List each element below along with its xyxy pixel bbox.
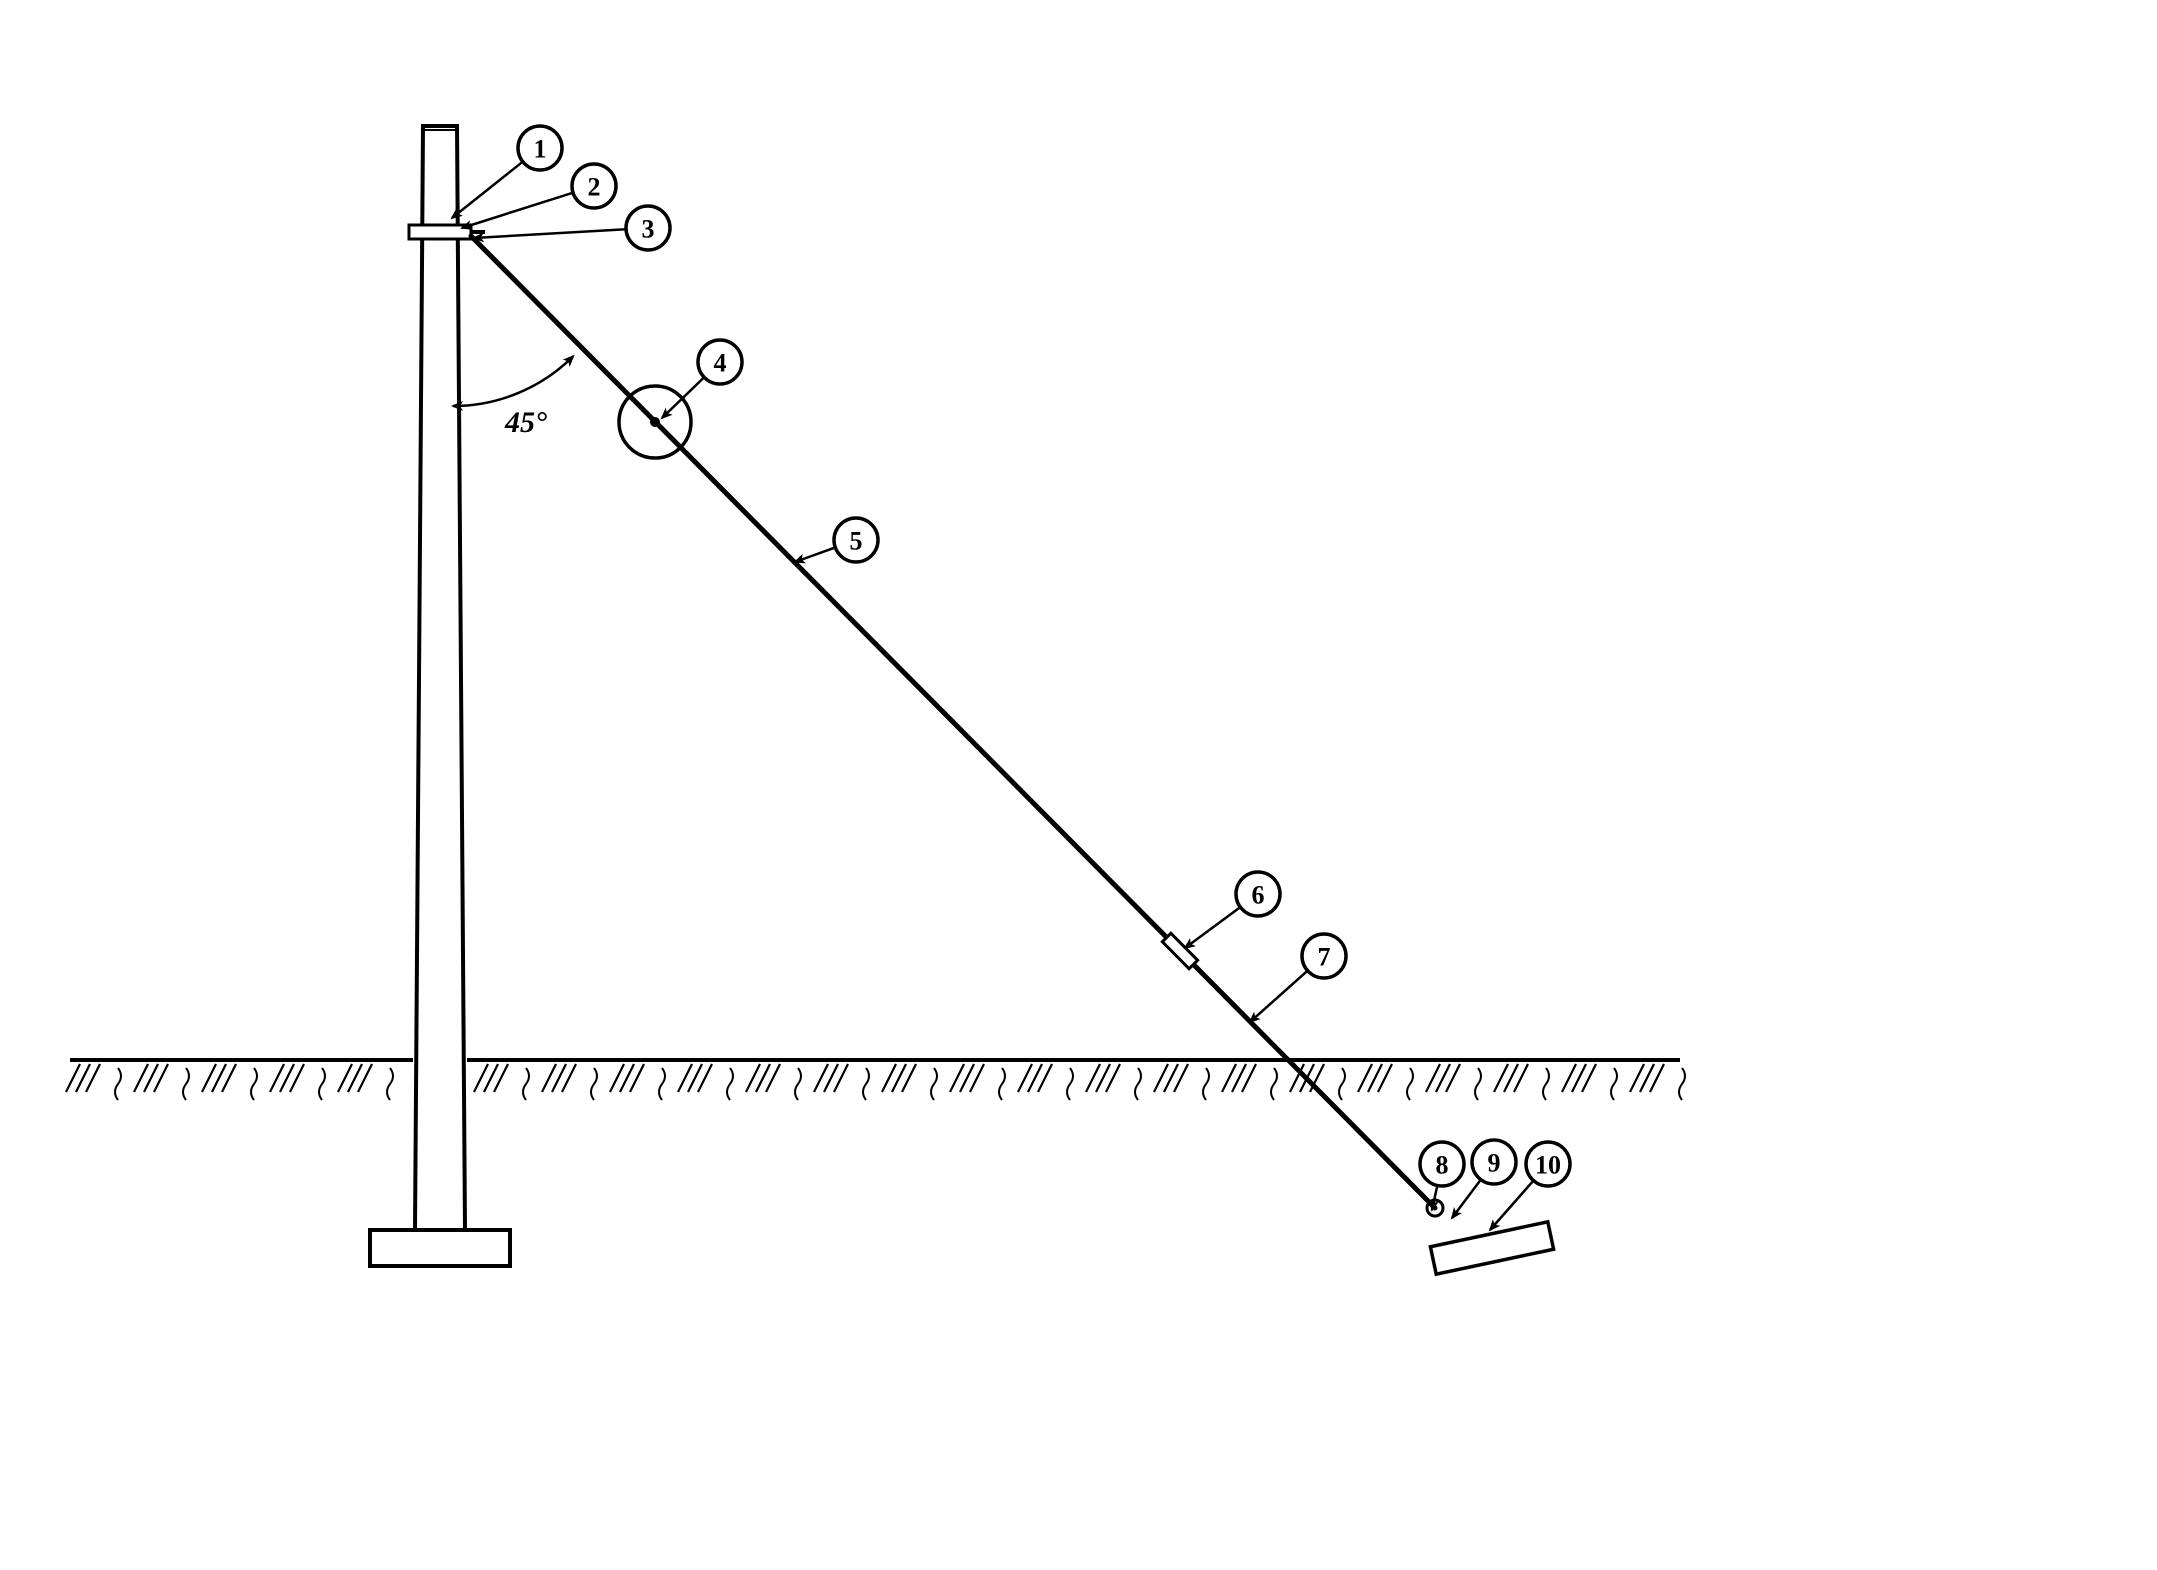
guy-wire bbox=[471, 236, 1435, 1208]
callout-7: 7 bbox=[1250, 934, 1346, 1022]
callout-4: 4 bbox=[662, 340, 742, 418]
angle-label: 45° bbox=[504, 406, 547, 439]
callout-6-number: 6 bbox=[1252, 881, 1265, 910]
guy-assembly-diagram: 45° 1 2 3 4 5 6 7 8 9 10 bbox=[0, 0, 2157, 1570]
callout-6: 6 bbox=[1185, 872, 1280, 948]
callout-8-number: 8 bbox=[1436, 1151, 1449, 1180]
callout-1-number: 1 bbox=[534, 135, 547, 164]
callout-3: 3 bbox=[474, 206, 670, 250]
callout-2: 2 bbox=[462, 164, 616, 228]
callout-1: 1 bbox=[452, 126, 562, 218]
ground bbox=[66, 1060, 1685, 1100]
callout-2-number: 2 bbox=[588, 173, 601, 202]
guy-clamp bbox=[1162, 933, 1197, 968]
callout-7-number: 7 bbox=[1318, 943, 1331, 972]
callout-5-number: 5 bbox=[850, 527, 863, 556]
callout-5: 5 bbox=[795, 518, 878, 562]
callout-3-number: 3 bbox=[642, 215, 655, 244]
angle-arc bbox=[453, 356, 573, 406]
callout-10-number: 10 bbox=[1535, 1151, 1561, 1180]
callout-9-number: 9 bbox=[1488, 1149, 1501, 1178]
anchor-plate bbox=[1430, 1222, 1553, 1274]
pole bbox=[370, 126, 510, 1266]
callout-4-number: 4 bbox=[714, 349, 727, 378]
